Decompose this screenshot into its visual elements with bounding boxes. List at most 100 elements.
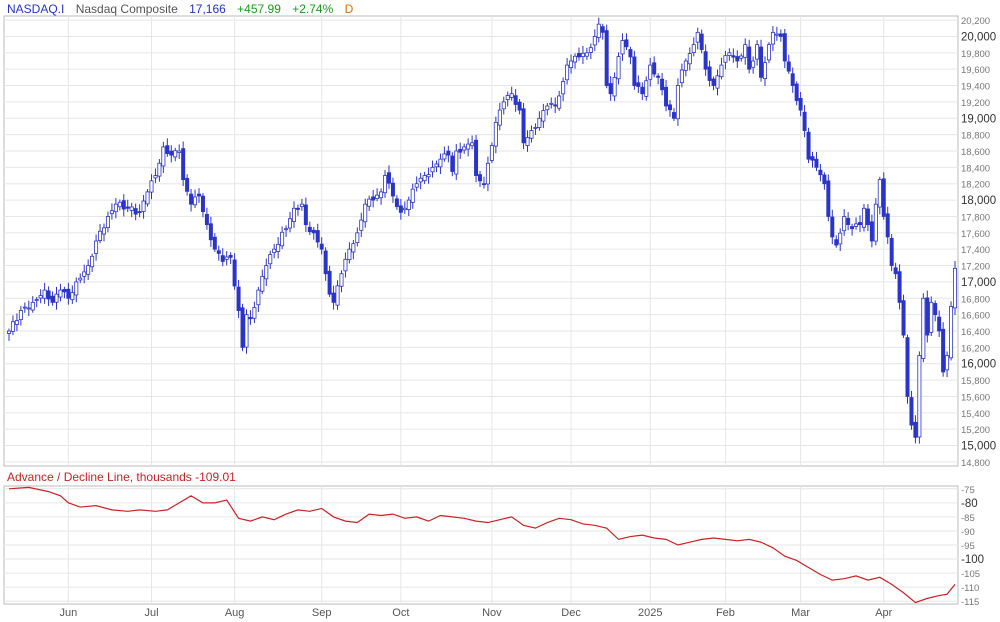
candle-body-down xyxy=(850,226,855,230)
candle-body-up xyxy=(256,289,261,306)
candle-body-up xyxy=(26,307,31,310)
candle-body-up xyxy=(109,210,114,215)
adline-series xyxy=(8,486,956,604)
candle-body-down xyxy=(553,104,558,107)
price-tick-label: 15,600 xyxy=(961,392,990,403)
candle-body-up xyxy=(291,207,296,222)
price-tick-label: 16,400 xyxy=(961,327,990,338)
candle-body-down xyxy=(822,174,827,185)
candle-body-down xyxy=(901,300,906,336)
candle-body-up xyxy=(509,93,514,98)
candle-body-down xyxy=(600,26,605,33)
candle-body-up xyxy=(367,198,372,207)
price-tick-label: 20,000 xyxy=(961,31,996,43)
candle-body-down xyxy=(46,290,51,300)
x-tick-label: Sep xyxy=(312,607,332,619)
candle-body-up xyxy=(763,62,768,80)
candle-body-down xyxy=(478,174,483,182)
candle-body-down xyxy=(576,53,581,58)
candle-body-up xyxy=(438,158,443,168)
price-tick-label: 19,000 xyxy=(961,113,996,125)
candle-body-up xyxy=(501,101,506,110)
candle-body-up xyxy=(359,219,364,231)
candle-body-up xyxy=(299,203,304,208)
candle-body-up xyxy=(620,40,625,55)
candle-body-down xyxy=(248,317,253,320)
candle-body-up xyxy=(426,174,431,178)
candle-body-down xyxy=(782,33,787,62)
candle-body-up xyxy=(541,110,546,122)
candle-body-up xyxy=(22,306,27,309)
candle-body-up xyxy=(244,314,249,348)
x-tick-label: Feb xyxy=(716,607,735,619)
candle-body-up xyxy=(105,216,110,228)
candle-body-down xyxy=(699,33,704,50)
price-tick-label: 18,200 xyxy=(961,180,990,191)
candle-body-up xyxy=(953,267,958,309)
adline-tick-label: -115 xyxy=(961,597,979,608)
candle-body-up xyxy=(78,277,83,281)
candle-body-up xyxy=(470,142,475,147)
candle-body-up xyxy=(497,109,502,126)
candle-body-up xyxy=(743,44,748,58)
candle-body-up xyxy=(648,64,653,80)
candle-body-up xyxy=(402,207,407,211)
candle-body-down xyxy=(62,289,67,293)
candle-body-down xyxy=(208,223,213,241)
candle-body-up xyxy=(161,146,166,167)
candle-body-up xyxy=(224,256,229,260)
candle-body-down xyxy=(165,145,170,154)
price-tick-label: 15,000 xyxy=(961,441,996,453)
candle-body-down xyxy=(703,51,708,70)
frequency-label[interactable]: D xyxy=(344,2,354,16)
candle-body-up xyxy=(596,23,601,38)
symbol-label[interactable]: NASDAQ.I xyxy=(7,2,65,16)
candle-body-down xyxy=(913,421,918,438)
candle-body-down xyxy=(307,226,312,233)
candle-body-up xyxy=(739,55,744,59)
price-tick-label: 18,600 xyxy=(961,147,990,158)
price-tick-label: 16,800 xyxy=(961,294,990,305)
candle-body-up xyxy=(917,355,922,438)
candle-body-down xyxy=(220,255,225,262)
candle-body-down xyxy=(386,172,391,184)
candle-body-up xyxy=(363,203,368,223)
candle-body-up xyxy=(351,243,356,253)
price-tick-label: 15,400 xyxy=(961,409,990,420)
adline-tick-label: -85 xyxy=(961,513,975,524)
candle-body-up xyxy=(774,33,779,36)
candle-body-up xyxy=(288,218,293,229)
price-tick-label: 15,200 xyxy=(961,425,990,436)
candle-body-down xyxy=(802,111,807,131)
price-tick-label: 16,000 xyxy=(961,359,996,371)
candle-body-up xyxy=(454,150,459,175)
candle-body-up xyxy=(383,175,388,194)
candle-body-down xyxy=(133,208,138,215)
candle-body-down xyxy=(394,198,399,207)
candle-body-up xyxy=(687,53,692,65)
candle-body-up xyxy=(838,232,843,245)
candle-body-up xyxy=(42,289,47,299)
x-tick-label: Jul xyxy=(144,607,158,619)
candle-body-down xyxy=(481,183,486,186)
candle-body-down xyxy=(814,158,819,168)
candle-body-up xyxy=(252,307,257,319)
candle-body-down xyxy=(941,328,946,373)
adline-tick-label: -75 xyxy=(961,485,975,496)
candle-body-up xyxy=(549,102,554,105)
price-tick-label: 19,400 xyxy=(961,82,990,93)
candle-body-down xyxy=(196,193,201,197)
x-tick-label: Aug xyxy=(225,607,245,619)
candle-body-up xyxy=(949,306,954,359)
candle-body-down xyxy=(830,216,835,238)
candle-body-up xyxy=(343,258,348,272)
candle-body-up xyxy=(157,162,162,177)
candle-body-up xyxy=(723,55,728,63)
candle-body-down xyxy=(933,303,938,316)
candle-body-up xyxy=(410,188,415,203)
candle-body-down xyxy=(517,101,522,111)
candle-body-down xyxy=(806,131,811,160)
candle-body-down xyxy=(513,95,518,105)
candle-body-up xyxy=(533,127,538,129)
